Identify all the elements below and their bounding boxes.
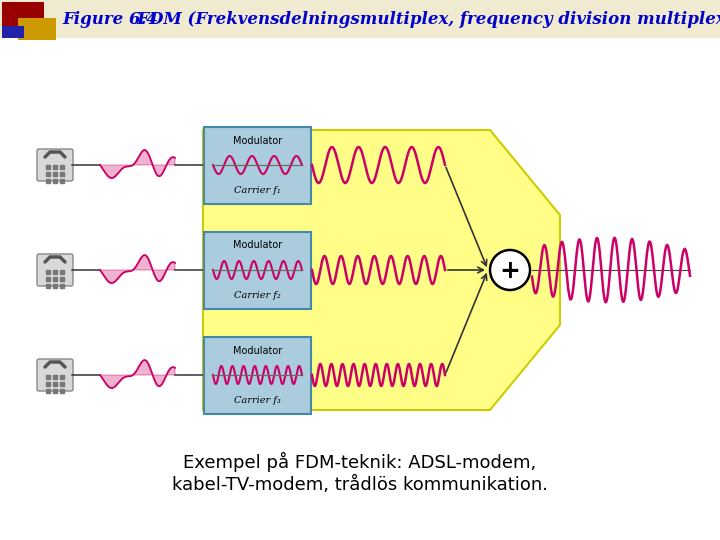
FancyBboxPatch shape xyxy=(204,232,311,308)
Bar xyxy=(2,2,44,34)
Text: Exempel på FDM-teknik: ADSL-modem,: Exempel på FDM-teknik: ADSL-modem, xyxy=(184,452,536,472)
Text: Carrier f₂: Carrier f₂ xyxy=(234,291,281,300)
Bar xyxy=(0,0,720,38)
Text: Carrier f₁: Carrier f₁ xyxy=(234,186,281,195)
FancyBboxPatch shape xyxy=(204,336,311,414)
Text: +: + xyxy=(500,259,521,283)
Circle shape xyxy=(490,250,530,290)
Text: Modulator: Modulator xyxy=(233,240,282,251)
Text: kabel-TV-modem, trådlös kommunikation.: kabel-TV-modem, trådlös kommunikation. xyxy=(172,476,548,494)
FancyBboxPatch shape xyxy=(204,126,311,204)
Text: Carrier f₃: Carrier f₃ xyxy=(234,396,281,405)
Bar xyxy=(18,18,56,40)
Text: FDM (Frekvensdelningsmultiplex, frequency division multiplex): FDM (Frekvensdelningsmultiplex, frequenc… xyxy=(120,11,720,29)
FancyBboxPatch shape xyxy=(37,149,73,181)
Polygon shape xyxy=(203,130,560,410)
Text: Figure 6.4: Figure 6.4 xyxy=(62,11,158,29)
Text: Modulator: Modulator xyxy=(233,136,282,145)
Text: Modulator: Modulator xyxy=(233,346,282,355)
FancyBboxPatch shape xyxy=(37,359,73,391)
FancyBboxPatch shape xyxy=(37,254,73,286)
Bar xyxy=(2,26,24,38)
